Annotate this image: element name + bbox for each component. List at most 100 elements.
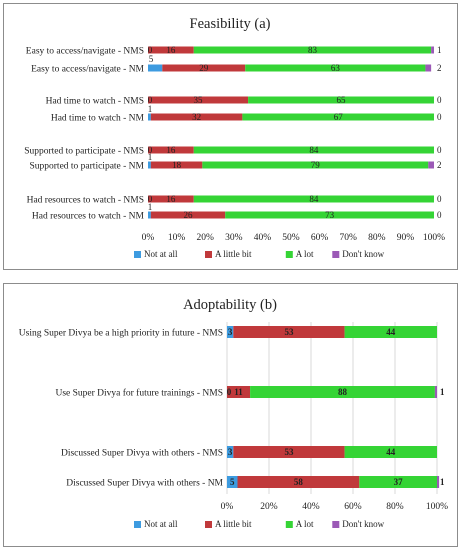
category-label-supported-to-participate-nm: Supported to participate - NM xyxy=(29,162,144,172)
legend-entry-don-t-know: Don't know xyxy=(342,249,384,259)
data-label-a-little-bit: 53 xyxy=(284,447,294,457)
data-label-don-t-know: 2 xyxy=(437,63,442,73)
x-tick-label: 70% xyxy=(339,233,357,243)
x-tick-label: 100% xyxy=(426,502,448,512)
data-label-a-little-bit: 29 xyxy=(199,63,209,73)
category-label-using-super-divya-be-a-high-priority-in-future-nms: Using Super Divya be a high priority in … xyxy=(19,328,223,339)
bar-a-little-bit-0 xyxy=(233,326,345,338)
data-label-a-little-bit: 11 xyxy=(234,387,243,397)
bar-a-little-bit-5 xyxy=(150,161,203,169)
bar-a-lot-3 xyxy=(242,113,434,121)
data-label-a-little-bit: 53 xyxy=(284,327,294,337)
x-tick-label: 10% xyxy=(168,233,186,243)
x-tick-label: 100% xyxy=(423,233,445,243)
bar-a-little-bit-3 xyxy=(150,113,243,121)
category-label-easy-to-access-navigate-nms: Easy to access/navigate - NMS xyxy=(26,47,144,57)
x-tick-label: 30% xyxy=(225,233,243,243)
bar-a-little-bit-0 xyxy=(148,46,194,54)
category-label-supported-to-participate-nms: Supported to participate - NMS xyxy=(24,147,144,157)
data-label-don-t-know: 0 xyxy=(437,210,442,220)
x-tick-label: 40% xyxy=(254,233,272,243)
data-label-not-at-all: 0 xyxy=(148,45,153,55)
bar-don-t-know-0 xyxy=(431,46,434,54)
feasibility-chart: Feasibility (a) 0% 10% 20% 30% 40% 50% 60% 70% 80… xyxy=(24,16,445,259)
bar-not-at-all-5 xyxy=(148,161,151,169)
bar-a-lot-3 xyxy=(359,476,437,488)
legend-swatch-not-at-all xyxy=(134,521,141,528)
data-label-a-little-bit: 26 xyxy=(184,210,194,220)
data-label-not-at-all: 0 xyxy=(227,387,232,397)
legend-swatch-don-t-know xyxy=(332,521,340,528)
data-label-a-lot: 73 xyxy=(325,210,335,220)
legend-entry-a-lot: A lot xyxy=(296,249,314,259)
bar-a-lot-0 xyxy=(193,46,432,54)
bar-a-lot-4 xyxy=(193,146,434,154)
data-label-not-at-all: 5 xyxy=(149,54,154,64)
x-tick-label: 20% xyxy=(196,233,214,243)
bar-a-lot-5 xyxy=(202,161,429,169)
bar-don-t-know-5 xyxy=(428,161,434,169)
data-label-don-t-know: 0 xyxy=(437,194,442,204)
bar-a-little-bit-2 xyxy=(233,446,345,458)
x-tick-label: 0% xyxy=(221,502,234,512)
legend-entry-a-little-bit: A little bit xyxy=(215,519,252,529)
data-label-a-little-bit: 32 xyxy=(192,112,201,122)
x-tick-label: 20% xyxy=(260,502,278,512)
data-label-a-lot: 84 xyxy=(309,194,319,204)
data-label-don-t-know: 0 xyxy=(437,145,442,155)
category-label-discussed-super-divya-with-others-nms: Discussed Super Divya with others - NMS xyxy=(61,449,223,459)
data-label-don-t-know: 1 xyxy=(440,387,445,397)
data-label-not-at-all: 0 xyxy=(148,145,153,155)
bar-a-little-bit-1 xyxy=(227,386,251,398)
data-label-a-lot: 37 xyxy=(394,477,404,487)
category-label-easy-to-access-navigate-nm: Easy to access/navigate - NM xyxy=(31,65,144,75)
data-label-don-t-know: 2 xyxy=(437,160,442,170)
data-label-not-at-all: 0 xyxy=(148,194,153,204)
legend-entry-a-little-bit: A little bit xyxy=(215,249,252,259)
bar-not-at-all-3 xyxy=(227,476,238,488)
bar-a-little-bit-4 xyxy=(148,146,194,154)
category-label-had-resources-to-watch-nms: Had resources to watch - NMS xyxy=(27,196,144,206)
data-label-don-t-know: 1 xyxy=(437,45,442,55)
x-tick-label: 40% xyxy=(302,502,320,512)
data-label-not-at-all: 0 xyxy=(148,95,153,105)
bar-not-at-all-0 xyxy=(227,326,234,338)
bar-don-t-know-1 xyxy=(434,386,437,398)
legend-swatch-not-at-all xyxy=(134,251,141,258)
bar-not-at-all-1 xyxy=(148,64,163,72)
data-label-not-at-all: 1 xyxy=(148,104,153,114)
data-label-don-t-know: 0 xyxy=(437,112,442,122)
data-label-a-little-bit: 16 xyxy=(166,194,176,204)
data-label-a-lot: 67 xyxy=(334,112,344,122)
legend-swatch-don-t-know xyxy=(332,251,340,258)
bar-not-at-all-3 xyxy=(148,113,151,121)
legend-entry-not-at-all: Not at all xyxy=(144,249,178,259)
bar-a-little-bit-2 xyxy=(148,96,249,104)
bar-not-at-all-7 xyxy=(148,211,151,219)
x-tick-label: 90% xyxy=(397,233,415,243)
data-label-a-lot: 79 xyxy=(311,160,321,170)
data-label-don-t-know: 0 xyxy=(437,95,442,105)
bar-a-lot-2 xyxy=(344,446,437,458)
data-label-a-little-bit: 18 xyxy=(172,160,182,170)
data-label-not-at-all: 3 xyxy=(228,327,233,337)
data-label-not-at-all: 1 xyxy=(148,202,153,212)
adoptability-chart: Adoptability (b) 0% 20% 40% 60% 80% 100% Using … xyxy=(19,297,448,529)
category-label-had-resources-to-watch-nm: Had resources to watch - NM xyxy=(32,212,145,222)
legend-swatch-a-lot xyxy=(285,521,293,528)
bar-a-little-bit-7 xyxy=(150,211,226,219)
legend-entry-don-t-know: Don't know xyxy=(342,519,384,529)
legend-swatch-a-little-bit xyxy=(205,251,212,258)
x-tick-label: 60% xyxy=(344,502,362,512)
category-label-discussed-super-divya-with-others-nm: Discussed Super Divya with others - NM xyxy=(66,479,223,489)
x-tick-label: 80% xyxy=(368,233,386,243)
data-label-a-lot: 44 xyxy=(386,447,396,457)
x-tick-label: 80% xyxy=(386,502,404,512)
data-label-a-little-bit: 35 xyxy=(194,95,204,105)
data-label-don-t-know: 1 xyxy=(440,477,445,487)
chart-title: Adoptability (b) xyxy=(183,297,277,313)
adoptability-panel: Adoptability (b) 0% 20% 40% 60% 80% 100% Using … xyxy=(3,283,458,547)
chart-title: Feasibility (a) xyxy=(190,16,271,32)
bar-a-lot-0 xyxy=(344,326,437,338)
category-label-had-time-to-watch-nms: Had time to watch - NMS xyxy=(46,97,144,107)
